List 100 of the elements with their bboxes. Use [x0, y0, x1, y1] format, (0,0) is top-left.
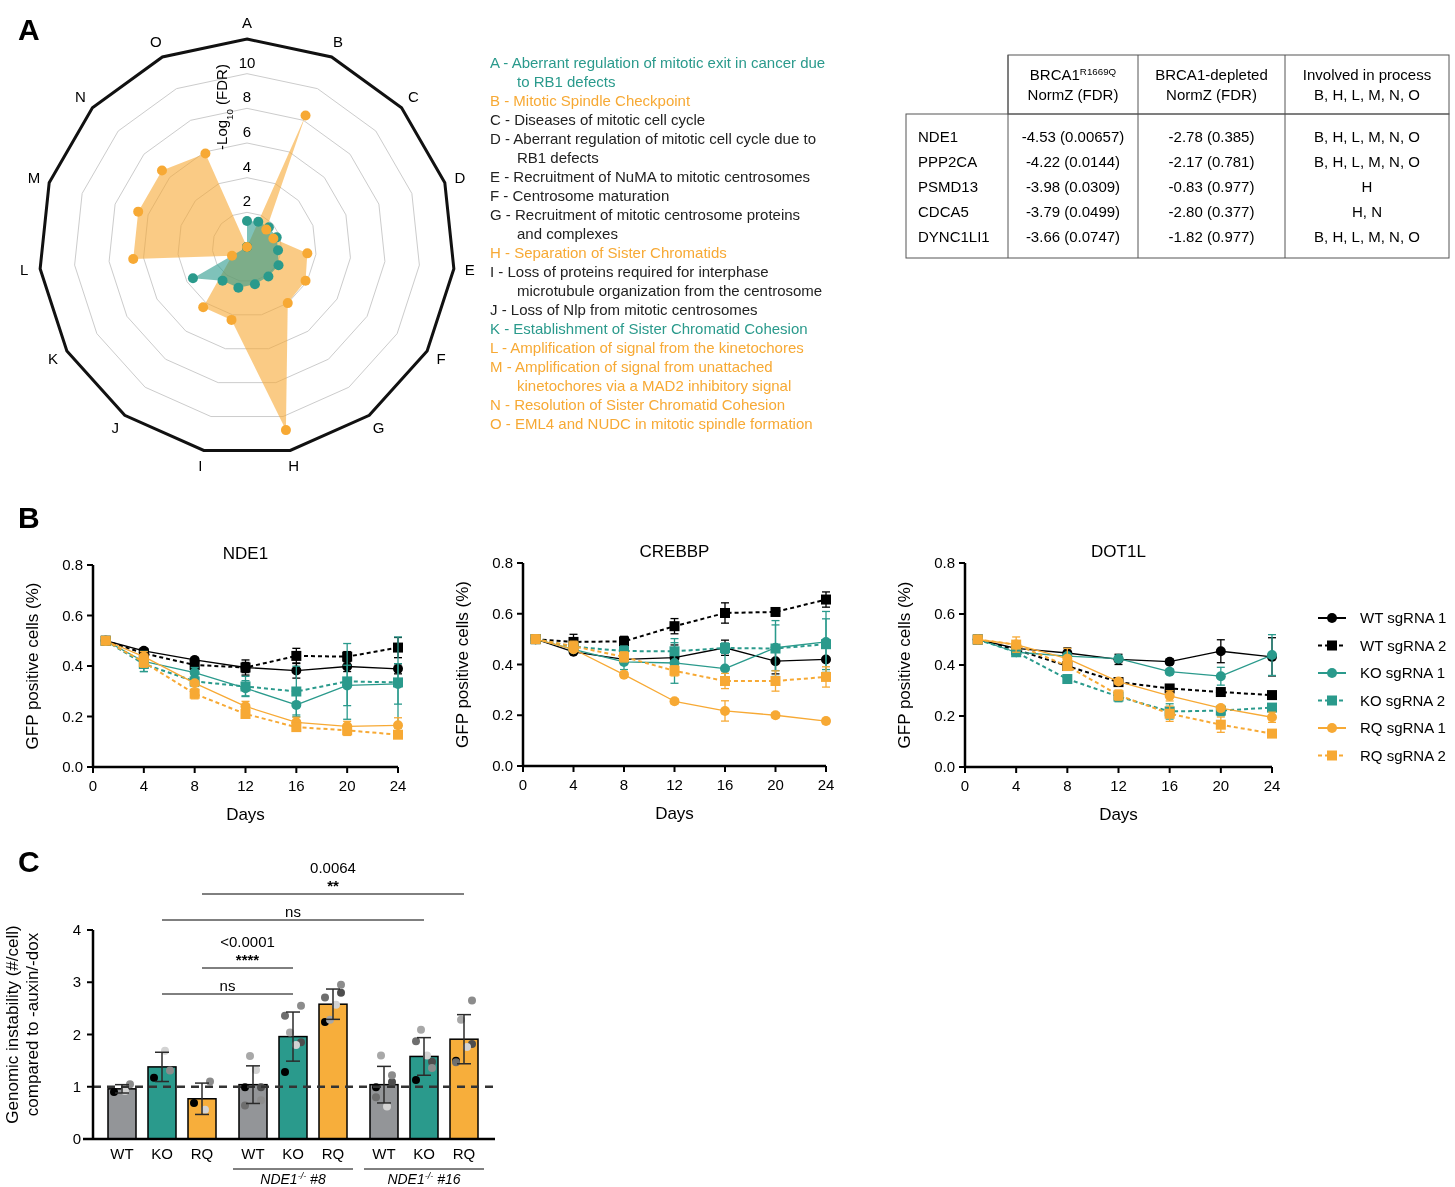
x-tick-label: 24 [389, 777, 407, 794]
x-tick-label: 24 [1263, 777, 1281, 794]
spoke-label: M [27, 168, 41, 186]
y-tick-label: 0.2 [62, 707, 83, 725]
category-label: I - Loss of proteins required for interphase microtubule organization from the centrosome [490, 263, 823, 299]
y-tick-label: 0.6 [62, 606, 83, 624]
x-tick-label: 0 [518, 776, 528, 793]
category-label: K - Establishment of Sister Chromatid Cohesion [490, 320, 808, 337]
y-tick-label: 4 [72, 921, 81, 938]
spoke-label: J [111, 419, 120, 437]
y-tick-label: 3 [72, 973, 81, 991]
category-label: CDCA5 [918, 203, 969, 220]
category-label: Involved in process B, H, L, M, N, O [1302, 66, 1432, 103]
category-label: A - Aberrant regulation of mitotic exit in cancer due to RB1 defects [490, 54, 826, 90]
x-axis-title: Days [655, 804, 694, 823]
spoke-label: E [464, 261, 475, 279]
text: A [18, 13, 40, 46]
text: -4.22 (0.0144) [1025, 153, 1121, 170]
y-tick-label: 0.0 [492, 757, 513, 774]
y-axis-title: GFP positive cells (%) [23, 582, 42, 750]
text: -4.53 (0.00657) [1021, 128, 1125, 145]
category-label: C - Diseases of mitotic cell cycle [490, 111, 706, 128]
category-label: PPP2CA [918, 153, 978, 170]
text: -3.98 (0.0309) [1025, 178, 1121, 195]
category-label: F - Centrosome maturation [490, 187, 670, 204]
y-tick-label: 0.2 [934, 707, 955, 724]
x-tick-label: 12 [237, 777, 254, 794]
text: -1.82 (0.977) [1168, 228, 1255, 245]
category-label: BRCA1$^{R1669Q}$ NormZ (FDR) [1027, 65, 1119, 103]
x-tick-label: 12 [1110, 777, 1127, 794]
text: H, N [1352, 203, 1382, 220]
x-tick-label: RQ [321, 1145, 345, 1162]
y-tick-label: 2 [72, 1025, 81, 1043]
text: H [1361, 178, 1373, 195]
y-tick-label: 0.4 [492, 655, 513, 673]
x-tick-label: 16 [716, 776, 734, 793]
legend-label: RQ sgRNA 2 [1360, 746, 1446, 764]
category-label: B - Mitotic Spindle Checkpoint [490, 92, 691, 109]
x-axis-title: Days [1099, 805, 1138, 824]
y-axis-title: Genomic instability (#/cell) compared to -auxin/-dox [3, 925, 42, 1124]
text: B [18, 501, 40, 534]
x-tick-label: 4 [139, 777, 149, 794]
y-tick-label: 0.6 [492, 604, 513, 622]
category-label: J - Loss of Nlp from mitotic centrosomes [490, 301, 758, 318]
legend-label: KO sgRNA 2 [1360, 691, 1446, 709]
x-tick-label: 0 [960, 777, 970, 794]
y-tick-label: 6 [242, 123, 252, 140]
chart-title: CREBBP [639, 542, 710, 561]
x-tick-label: 16 [1161, 777, 1179, 794]
spoke-label: K [48, 350, 59, 367]
x-tick-label: 8 [190, 777, 199, 794]
y-tick-label: 0.4 [934, 656, 955, 673]
text: -2.78 (0.385) [1168, 128, 1255, 145]
y-tick-label: 0.0 [934, 758, 955, 775]
text: NDE1$^{-/-}$ #16 [387, 1171, 461, 1187]
category-label: NDE1 [918, 128, 959, 145]
category-label: N - Resolution of Sister Chromatid Cohesion [490, 396, 786, 413]
y-tick-label: 0.2 [492, 706, 513, 724]
y-tick-label: 2 [242, 192, 252, 210]
x-tick-label: 8 [1063, 777, 1072, 794]
spoke-label: D [454, 168, 466, 186]
y-tick-label: 4 [242, 157, 252, 175]
y-tick-label: 0.6 [934, 605, 955, 622]
x-axis-title: Days [226, 805, 265, 824]
y-axis-title: GFP positive cells (%) [453, 581, 472, 748]
y-tick-label: 0 [72, 1130, 81, 1147]
category-label: G - Recruitment of mitotic centrosome proteins and complexes [490, 206, 801, 242]
annotation: <0.0001 [220, 933, 275, 950]
x-tick-label: 12 [666, 776, 683, 793]
x-tick-label: 4 [569, 776, 578, 793]
x-tick-label: 16 [287, 777, 305, 794]
category-label: PSMD13 [918, 178, 979, 195]
x-tick-label: 0 [88, 777, 98, 794]
chart-title: NDE1 [222, 544, 269, 563]
text: -3.66 (0.0747) [1025, 228, 1121, 245]
category-label: M - Amplification of signal from unattached kinetochores via a MAD2 inhibitory signal [490, 358, 792, 394]
y-tick-label: 0.4 [62, 657, 83, 674]
x-tick-label: RQ [452, 1145, 476, 1162]
y-tick-label: 0.8 [62, 556, 83, 573]
text: -2.80 (0.377) [1168, 203, 1255, 220]
legend-label: WT sgRNA 2 [1360, 636, 1447, 654]
category-label: L - Amplification of signal from the kinetochores [490, 339, 804, 356]
x-tick-label: 20 [338, 777, 356, 794]
x-tick-label: 4 [1011, 777, 1021, 794]
y-tick-label: 0.0 [62, 758, 83, 775]
x-tick-label: WT [241, 1145, 265, 1162]
spoke-label: C [408, 88, 420, 106]
legend-label: KO sgRNA 1 [1360, 664, 1446, 681]
x-tick-label: KO [413, 1145, 435, 1162]
x-tick-label: 20 [1212, 777, 1230, 794]
x-tick-label: KO [151, 1145, 173, 1162]
x-tick-label: KO [282, 1145, 304, 1162]
y-tick-label: 10 [238, 53, 256, 71]
spoke-label: G [372, 419, 385, 437]
annotation: **** [235, 951, 260, 968]
x-tick-label: 20 [767, 776, 784, 793]
text: C [18, 845, 40, 878]
y-axis-title: GFP positive cells (%) [895, 581, 914, 749]
category-label: DYNC1LI1 [918, 228, 990, 245]
category-label: BRCA1-depleted NormZ (FDR) [1155, 66, 1268, 103]
